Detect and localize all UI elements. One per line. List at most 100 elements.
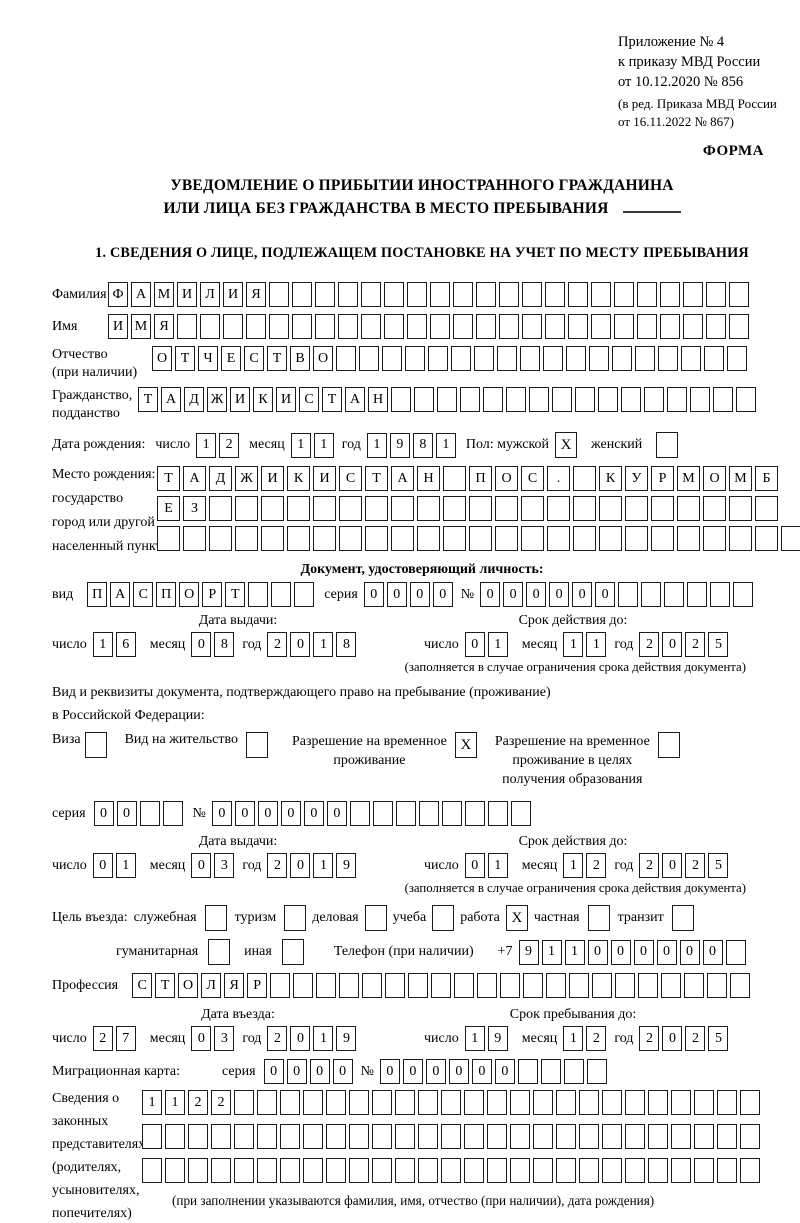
char-box[interactable] xyxy=(703,526,726,551)
char-box[interactable] xyxy=(280,1090,300,1115)
char-box[interactable]: 2 xyxy=(219,432,240,458)
char-box[interactable] xyxy=(365,526,388,551)
char-box[interactable]: Т xyxy=(157,466,180,491)
char-box[interactable] xyxy=(500,973,521,998)
char-box[interactable] xyxy=(740,1158,760,1183)
char-box[interactable] xyxy=(287,526,310,551)
char-box[interactable] xyxy=(690,387,710,412)
char-box[interactable]: А xyxy=(110,582,131,607)
char-box[interactable] xyxy=(573,466,596,491)
char-box[interactable]: 5 xyxy=(708,1026,729,1051)
char-box[interactable] xyxy=(487,801,508,826)
char-box[interactable]: 6 xyxy=(115,632,136,657)
char-box[interactable] xyxy=(339,526,362,551)
char-box[interactable] xyxy=(591,314,611,339)
char-box[interactable] xyxy=(579,1158,599,1183)
char-box[interactable] xyxy=(517,1059,538,1084)
char-box[interactable]: 0 xyxy=(409,582,430,607)
char-box[interactable]: И xyxy=(230,387,250,412)
char-box[interactable]: Р xyxy=(247,973,268,998)
char-box[interactable] xyxy=(336,346,356,371)
sex-female-checkbox[interactable] xyxy=(656,432,679,458)
char-box[interactable]: 0 xyxy=(662,632,683,657)
char-box[interactable] xyxy=(641,582,662,607)
char-box[interactable] xyxy=(431,973,452,998)
char-box[interactable] xyxy=(495,496,518,521)
char-box[interactable] xyxy=(614,314,634,339)
char-box[interactable]: М xyxy=(154,282,174,307)
char-box[interactable] xyxy=(707,973,728,998)
char-box[interactable]: О xyxy=(313,346,333,371)
char-box[interactable] xyxy=(510,1124,530,1149)
char-box[interactable]: 0 xyxy=(93,801,114,826)
char-box[interactable] xyxy=(349,801,370,826)
char-box[interactable]: 9 xyxy=(518,939,539,965)
char-box[interactable]: Т xyxy=(155,973,176,998)
char-box[interactable]: О xyxy=(152,346,172,371)
char-box[interactable]: 0 xyxy=(402,1059,423,1084)
char-box[interactable] xyxy=(729,314,749,339)
char-box[interactable] xyxy=(234,1124,254,1149)
char-box[interactable]: А xyxy=(131,282,151,307)
char-box[interactable] xyxy=(234,1158,254,1183)
char-box[interactable]: Т xyxy=(138,387,158,412)
char-box[interactable] xyxy=(183,526,206,551)
char-box[interactable]: М xyxy=(729,466,752,491)
char-box[interactable] xyxy=(729,282,749,307)
char-box[interactable]: Е xyxy=(221,346,241,371)
char-box[interactable] xyxy=(579,1090,599,1115)
char-box[interactable] xyxy=(664,582,685,607)
char-box[interactable]: 2 xyxy=(211,1090,231,1115)
char-box[interactable] xyxy=(717,1090,737,1115)
char-box[interactable]: 0 xyxy=(379,1059,400,1084)
char-box[interactable] xyxy=(687,582,708,607)
char-box[interactable] xyxy=(543,346,563,371)
char-box[interactable]: Ф xyxy=(108,282,128,307)
char-box[interactable]: И xyxy=(108,314,128,339)
char-box[interactable] xyxy=(395,1124,415,1149)
char-box[interactable] xyxy=(592,973,613,998)
char-box[interactable] xyxy=(292,314,312,339)
char-box[interactable] xyxy=(671,1090,691,1115)
char-box[interactable]: П xyxy=(469,466,492,491)
char-box[interactable] xyxy=(591,282,611,307)
char-box[interactable] xyxy=(637,314,657,339)
char-box[interactable]: 0 xyxy=(191,1026,212,1051)
char-box[interactable] xyxy=(303,1090,323,1115)
char-box[interactable]: 2 xyxy=(685,853,706,878)
char-box[interactable]: 1 xyxy=(586,632,607,657)
char-box[interactable]: 2 xyxy=(639,1026,660,1051)
char-box[interactable] xyxy=(165,1124,185,1149)
char-box[interactable]: 1 xyxy=(313,853,334,878)
char-box[interactable]: 0 xyxy=(656,939,677,965)
char-box[interactable] xyxy=(261,496,284,521)
char-box[interactable]: 1 xyxy=(142,1090,162,1115)
char-box[interactable] xyxy=(417,526,440,551)
char-box[interactable] xyxy=(681,346,701,371)
char-box[interactable] xyxy=(730,973,751,998)
char-box[interactable]: 0 xyxy=(290,853,311,878)
char-box[interactable] xyxy=(644,387,664,412)
char-box[interactable] xyxy=(694,1124,714,1149)
char-box[interactable]: 0 xyxy=(471,1059,492,1084)
char-box[interactable] xyxy=(257,1158,277,1183)
char-box[interactable]: 0 xyxy=(425,1059,446,1084)
char-box[interactable]: 0 xyxy=(432,582,453,607)
char-box[interactable]: 0 xyxy=(610,939,631,965)
char-box[interactable]: 0 xyxy=(303,801,324,826)
char-box[interactable] xyxy=(638,973,659,998)
char-box[interactable]: Т xyxy=(322,387,342,412)
char-box[interactable]: 1 xyxy=(313,632,334,657)
char-box[interactable] xyxy=(139,801,160,826)
char-box[interactable]: 9 xyxy=(389,432,410,458)
char-box[interactable] xyxy=(569,973,590,998)
char-box[interactable] xyxy=(522,282,542,307)
char-box[interactable] xyxy=(303,1124,323,1149)
char-box[interactable]: Д xyxy=(209,466,232,491)
char-box[interactable] xyxy=(162,801,183,826)
char-box[interactable] xyxy=(211,1158,231,1183)
char-box[interactable] xyxy=(391,496,414,521)
char-box[interactable] xyxy=(200,314,220,339)
char-box[interactable]: 0 xyxy=(572,582,593,607)
char-box[interactable]: П xyxy=(87,582,108,607)
